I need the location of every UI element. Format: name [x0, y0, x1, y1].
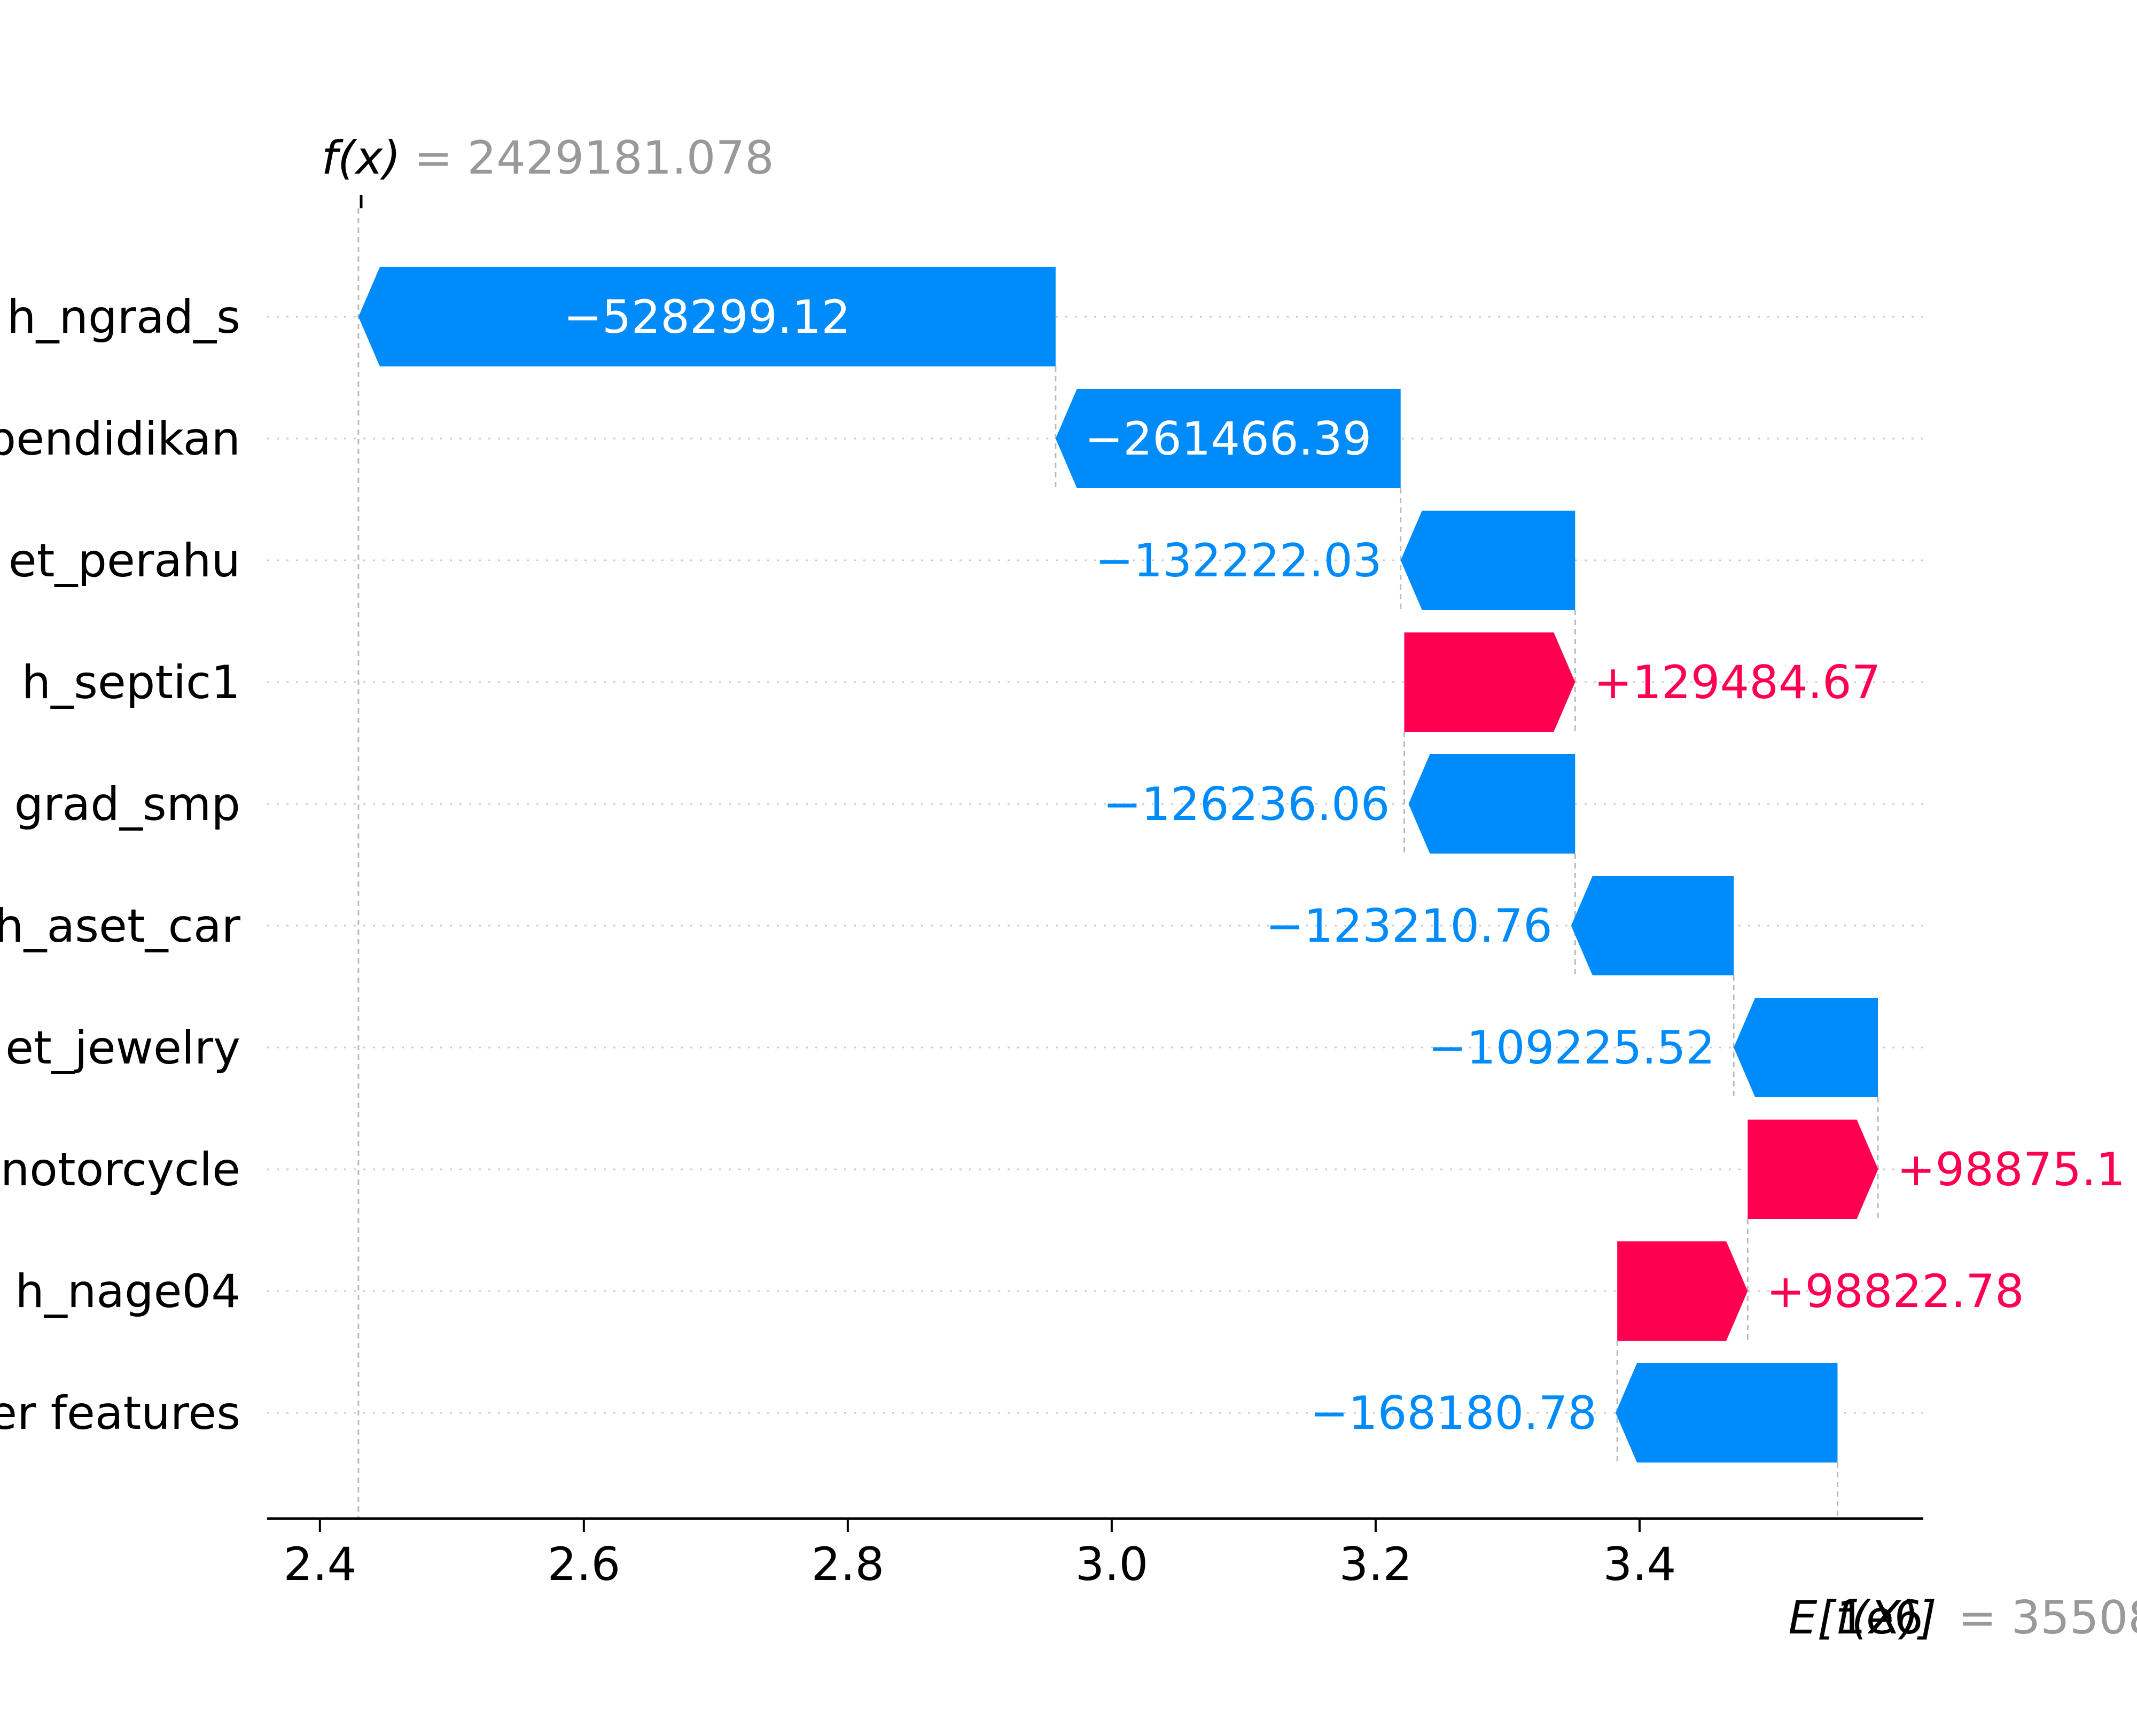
bar-pendidikan — [1055, 389, 1401, 488]
value-label: +98875.1 — [1897, 1143, 2125, 1197]
feature-label: h_nage04 — [15, 1265, 240, 1318]
x-tick-label: 2.8 — [811, 1538, 884, 1591]
value-label: −132222.03 — [1095, 534, 1382, 588]
x-axis: 2.4 2.6 2.8 3.0 3.2 3.4 — [267, 1517, 1923, 1591]
feature-label: h_aset_car — [0, 900, 241, 953]
feature-label: pendidikan — [0, 412, 240, 466]
x-tick-label: 3.0 — [1075, 1538, 1148, 1591]
feature-label: h_septic1 — [22, 656, 240, 709]
value-label: −528299.12 — [564, 291, 851, 344]
expected-value-label: E[f(X)] — [1788, 1591, 1937, 1645]
x-tick-label: 2.4 — [283, 1538, 356, 1591]
x-tick-label: 3.4 — [1603, 1538, 1676, 1591]
value-label: +98822.78 — [1766, 1265, 2024, 1318]
feature-label: grad_smp — [14, 778, 240, 831]
fx-annotation-label: f(x) — [322, 131, 401, 185]
axis-multiplier: 1e6 — [1837, 1591, 1923, 1645]
value-label: +129484.67 — [1594, 656, 1881, 709]
bar-h_septic1 — [1404, 632, 1576, 732]
fx-annotation-value: = 2429181.078 — [414, 131, 774, 185]
bar-et_perahu — [1400, 511, 1576, 610]
feature-label: h_ngrad_s — [7, 291, 240, 344]
bar-er-features — [1616, 1363, 1838, 1463]
feature-label: er features — [0, 1387, 240, 1440]
feature-label: notorcycle — [1, 1143, 240, 1197]
bar-notorcycle — [1748, 1120, 1878, 1219]
value-label: −109225.52 — [1428, 1021, 1715, 1075]
value-label: −168180.78 — [1310, 1387, 1597, 1440]
value-label: −123210.76 — [1266, 900, 1553, 953]
bar-h_aset_car — [1571, 876, 1734, 975]
value-label: −261466.39 — [1085, 412, 1371, 466]
bar-value-labels: −528299.12 −261466.39 −132222.03 +129484.67… — [564, 291, 2125, 1440]
bars — [358, 267, 1878, 1463]
x-tick-label: 3.2 — [1339, 1538, 1413, 1591]
feature-label: et_jewelry — [5, 1021, 240, 1075]
x-tick-label: 2.6 — [547, 1538, 620, 1591]
expected-value-value: = 35508 — [1958, 1591, 2137, 1645]
feature-label: et_perahu — [9, 534, 240, 588]
feature-labels: h_ngrad_s pendidikan et_perahu h_septic1gra… — [0, 291, 241, 1440]
bar-et_jewelry — [1734, 998, 1878, 1097]
connector-lines — [357, 208, 1879, 1519]
bar-h_nage04 — [1617, 1241, 1748, 1341]
bar-grad_smp — [1408, 754, 1576, 854]
value-label: −126236.06 — [1103, 778, 1390, 831]
bar-h_ngrad_s — [358, 267, 1056, 366]
